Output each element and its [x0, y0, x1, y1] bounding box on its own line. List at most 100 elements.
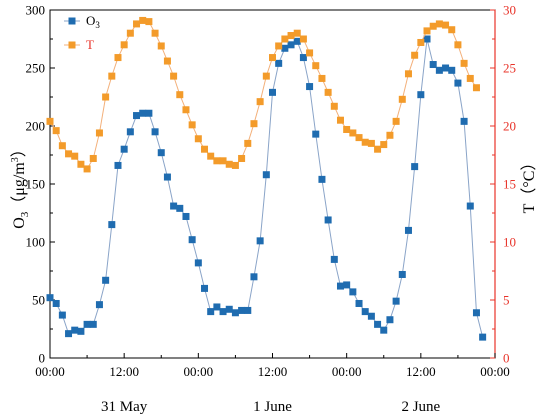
- o3-data-point: [120, 145, 128, 153]
- t-data-point: [460, 59, 468, 67]
- o3-series-line: [49, 38, 484, 338]
- t-data-point: [52, 127, 60, 135]
- o3-data-point: [201, 284, 209, 292]
- o3-data-point: [102, 276, 110, 284]
- t-data-point: [201, 145, 209, 153]
- o3-data-point: [170, 202, 178, 210]
- right-y-tick-label: 5: [503, 293, 510, 308]
- t-data-point: [145, 18, 153, 26]
- t-data-point: [139, 16, 147, 24]
- left-axis-title: O3（μg/m3）: [10, 141, 31, 229]
- o3-data-point: [343, 281, 351, 289]
- t-data-point: [287, 32, 295, 40]
- o3-data-point: [398, 270, 406, 278]
- x-tick-label: 12:00: [406, 364, 436, 379]
- o3-data-point: [46, 294, 54, 302]
- t-data-point: [71, 152, 79, 160]
- left-y-tick-label: 50: [32, 293, 45, 308]
- o3-data-point: [361, 308, 369, 316]
- t-data-point: [250, 120, 258, 128]
- o3-data-point: [194, 259, 202, 267]
- t-data-point: [77, 160, 85, 168]
- o3-data-point: [250, 273, 258, 281]
- t-data-point: [336, 116, 344, 124]
- o3-data-point: [269, 88, 276, 96]
- o3-data-point: [65, 330, 73, 338]
- x-axis: 00:00 12:00 00:00 12:00 00:00 12:00 00:00: [35, 353, 510, 379]
- t-data-point: [281, 35, 289, 43]
- o3-data-point: [108, 221, 116, 229]
- x-tick-label: 00:00: [332, 364, 362, 379]
- t-data-point: [151, 29, 159, 37]
- t-series-line: [49, 19, 477, 170]
- o3-data-point: [460, 117, 468, 125]
- legend-o3-label-main: O: [86, 13, 95, 28]
- o3-data-point: [83, 320, 91, 328]
- right-y-tick-label: 30: [503, 3, 516, 18]
- left-y-tick-label: 200: [26, 119, 46, 134]
- o3-data-point: [256, 237, 264, 245]
- right-y-tick-label: 15: [503, 177, 516, 192]
- t-data-point: [293, 29, 301, 37]
- o3-data-point: [318, 175, 326, 183]
- o3-data-point: [52, 299, 60, 307]
- o3-data-point: [262, 171, 270, 179]
- o3-data-point: [349, 288, 357, 296]
- t-data-point: [176, 91, 184, 99]
- left-y-tick-label: 150: [26, 177, 46, 192]
- left-y-axis: 0 50 100 150 200 250 300: [26, 3, 55, 366]
- t-data-point: [448, 26, 456, 34]
- right-y-tick-label: 25: [503, 61, 516, 76]
- legend-o3-label: O3: [86, 13, 100, 30]
- o3-data-point: [293, 37, 301, 45]
- t-data-point: [318, 74, 326, 82]
- x-tick-label: 12:00: [109, 364, 139, 379]
- o3-data-point: [386, 316, 394, 324]
- o3-data-point: [287, 41, 295, 49]
- right-y-tick-label: 20: [503, 119, 516, 134]
- t-data-point: [157, 42, 165, 50]
- o3-data-point: [188, 236, 196, 244]
- t-data-point: [299, 35, 307, 43]
- o3-data-point: [423, 35, 431, 43]
- t-data-point: [170, 72, 178, 80]
- o3-data-point: [435, 66, 443, 74]
- t-data-point: [182, 106, 190, 114]
- date-labels: 31 May 1 June 2 June: [101, 399, 441, 415]
- o3-data-point: [324, 216, 332, 224]
- o3-data-point: [139, 109, 147, 117]
- t-data-point: [361, 138, 369, 146]
- t-data-point: [269, 54, 276, 62]
- t-data-point: [330, 102, 338, 110]
- o3-data-point: [213, 303, 221, 311]
- date-label: 2 June: [401, 399, 440, 415]
- t-data-point: [133, 20, 141, 28]
- o3-data-point: [281, 44, 289, 52]
- left-axis-title-unit-close: ）: [10, 141, 28, 157]
- t-data-point: [95, 129, 103, 137]
- t-data-point: [262, 72, 270, 80]
- t-data-point: [312, 62, 320, 70]
- o3-data-point: [157, 149, 165, 157]
- t-data-point: [349, 129, 357, 137]
- x-tick-label: 00:00: [184, 364, 214, 379]
- left-axis-title-unit-sup: 3: [10, 157, 21, 162]
- o3-data-point: [367, 312, 375, 320]
- o3-data-point: [429, 61, 437, 69]
- t-data-point: [188, 121, 196, 129]
- o3-data-point: [163, 173, 171, 181]
- x-tick-label: 00:00: [480, 364, 510, 379]
- left-y-tick-label: 250: [26, 61, 46, 76]
- o3-data-point: [472, 309, 480, 317]
- t-data-point: [120, 41, 128, 49]
- o3-data-point: [58, 311, 66, 319]
- o3-data-point: [442, 64, 450, 72]
- right-y-tick-label: 0: [503, 351, 510, 366]
- o3-data-point: [95, 301, 103, 309]
- t-data-point: [343, 125, 351, 133]
- o3-data-point: [182, 212, 190, 220]
- o3-data-point: [355, 299, 363, 307]
- t-data-point: [225, 160, 233, 168]
- o3-data-point: [231, 309, 239, 317]
